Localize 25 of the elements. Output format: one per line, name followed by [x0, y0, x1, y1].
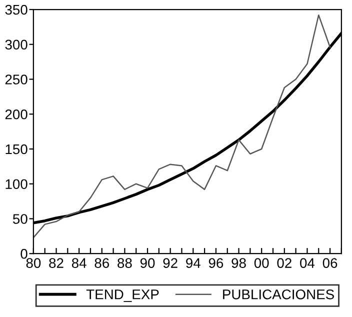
y-tick-label: 350 — [5, 4, 28, 15]
x-tick-label: 04 — [300, 258, 315, 268]
x-tick-label: 80 — [26, 258, 41, 268]
x-tick-label: 84 — [72, 258, 86, 268]
line-series — [33, 14, 331, 238]
x-tick-label: 82 — [49, 258, 64, 268]
x-tick-label: 92 — [163, 258, 178, 268]
y-tick-label: 0 — [20, 248, 28, 259]
y-tick-label: 150 — [6, 144, 28, 154]
x-tick-label: 90 — [140, 258, 155, 268]
x-tick-label: 86 — [94, 258, 109, 268]
y-tick-label: 200 — [5, 109, 28, 120]
x-tick-label: 94 — [186, 258, 200, 268]
y-tick-label: 250 — [5, 74, 28, 84]
y-tick-label: 100 — [6, 179, 28, 190]
x-tick-label: 02 — [277, 258, 292, 268]
x-tick-label: 06 — [322, 258, 338, 268]
y-tick-label: 50 — [12, 214, 28, 224]
legend-label: PUBLICACIONES — [223, 289, 334, 300]
x-tick-label: 00 — [254, 258, 269, 268]
x-tick-label: 88 — [118, 258, 132, 268]
x-tick-label: 96 — [208, 258, 224, 268]
x-tick-label: 98 — [232, 258, 246, 268]
y-tick-label: 300 — [5, 40, 28, 50]
legend-label: TEND_EXP — [86, 290, 159, 302]
